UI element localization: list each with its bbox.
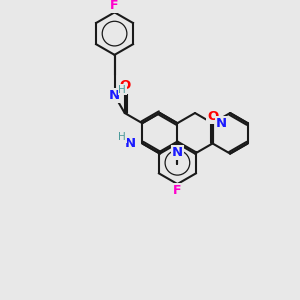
Text: F: F (173, 184, 182, 197)
Text: N: N (109, 89, 120, 102)
Text: N: N (125, 137, 136, 150)
Text: N: N (172, 146, 183, 159)
Text: H: H (118, 132, 126, 142)
Text: F: F (110, 0, 119, 12)
Text: N: N (216, 117, 227, 130)
Text: O: O (207, 110, 218, 123)
Text: H: H (118, 85, 126, 94)
Text: O: O (119, 80, 130, 92)
